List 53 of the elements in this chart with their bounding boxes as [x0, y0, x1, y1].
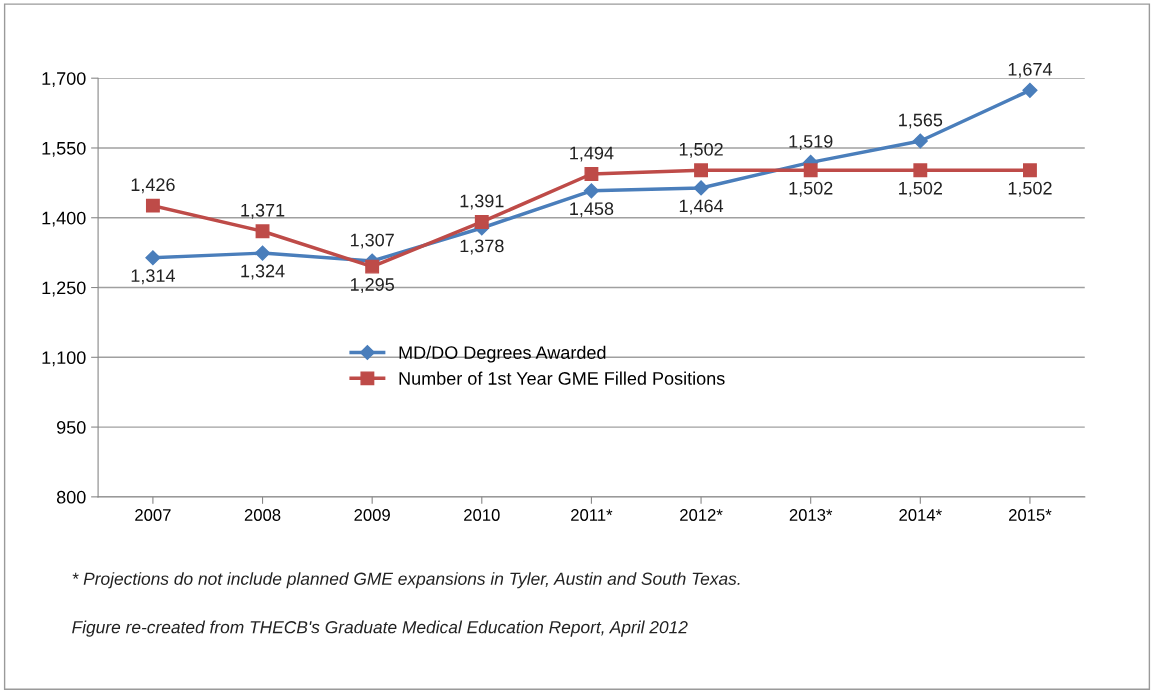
- point: [1022, 82, 1038, 98]
- text: Figure re-created from THECB's Graduate Medical Education Report, April 2012: [72, 620, 688, 637]
- data-label: 1,458: [570, 202, 614, 218]
- data-label: 1,391: [460, 194, 504, 210]
- y-tick-label: 950: [57, 421, 86, 434]
- y-tick-label: 1,550: [42, 141, 86, 157]
- data-label: 1,674: [1008, 62, 1053, 78]
- data-label: 1,371: [241, 203, 285, 219]
- point: [584, 167, 599, 181]
- data-label: 1,519: [789, 135, 833, 150]
- point: [474, 214, 489, 229]
- data-label: 1,502: [1008, 181, 1052, 197]
- x-tick-label: 2012*: [680, 509, 723, 521]
- x-tick-label: 2007: [135, 509, 171, 521]
- point: [912, 133, 928, 149]
- data-label: 1,502: [789, 181, 833, 197]
- point: [913, 163, 928, 178]
- point: [255, 224, 270, 239]
- data-label: 1,426: [131, 178, 175, 194]
- x-tick-label: 2009: [354, 509, 390, 521]
- data-label: 1,464: [679, 199, 724, 215]
- point: [803, 163, 818, 178]
- x-tick-label: 2011*: [571, 509, 613, 521]
- y-tick-label: 800: [56, 490, 86, 504]
- y-tick-label: 1,100: [42, 351, 86, 367]
- x-tick-label: 2008: [244, 509, 281, 521]
- x-tick-label: 2010: [464, 509, 500, 521]
- y-tick-label: 1,250: [42, 281, 86, 297]
- data-label: 1,502: [679, 142, 723, 158]
- data-label: 1,378: [460, 239, 504, 255]
- data-label: 1,295: [350, 278, 394, 294]
- point: [1022, 163, 1037, 178]
- data-label: 1,307: [350, 233, 394, 249]
- point: [693, 180, 709, 196]
- point: [145, 250, 161, 266]
- x-tick-label: 2013*: [789, 509, 833, 521]
- legend-label: Number of 1st Year GME Filled Positions: [399, 371, 725, 385]
- point: [365, 259, 380, 274]
- point: [583, 183, 599, 199]
- data-label: 1,565: [899, 113, 943, 129]
- y-tick-label: 1,700: [42, 72, 86, 88]
- data-label: 1,324: [241, 264, 285, 280]
- text: * Projections do not include planned GME expansions in Tyler, Austin and South Texas.: [72, 572, 740, 589]
- x-tick-label: 2014*: [899, 509, 942, 521]
- point: [694, 163, 709, 178]
- data-label: 1,314: [131, 269, 175, 285]
- y-tick-label: 1,400: [42, 211, 86, 227]
- point: [254, 245, 271, 261]
- x-tick-label: 2015*: [1009, 509, 1052, 521]
- point: [145, 198, 160, 213]
- legend-label: MD/DO Degrees Awarded: [399, 345, 606, 363]
- data-label: 1,502: [899, 181, 942, 197]
- data-label: 1,494: [570, 146, 614, 162]
